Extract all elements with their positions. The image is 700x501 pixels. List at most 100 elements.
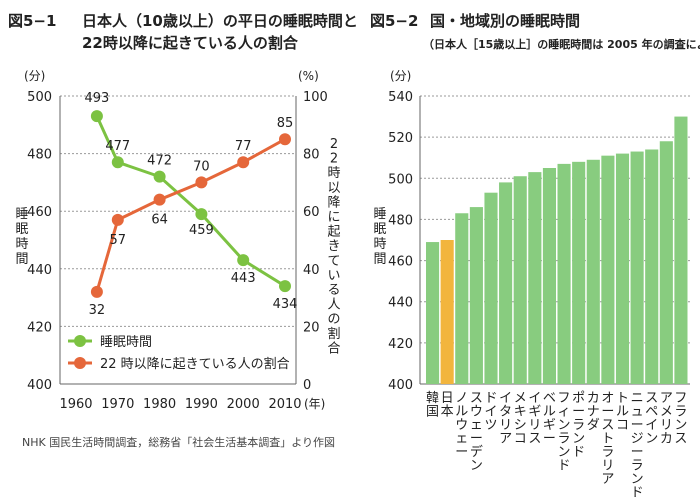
chart1-data-label-0: 434 [273, 297, 298, 312]
chart2-ytick: 520 [388, 131, 413, 146]
chart1-ytick-right: 20 [303, 320, 320, 335]
chart1-data-label-1: 85 [277, 116, 294, 131]
chart1-x-unit: (年) [304, 397, 325, 411]
chart2-category-label: アメリカ [660, 391, 673, 447]
chart2-category-label: トルコ [616, 391, 629, 433]
chart2-category-label: 韓国 [426, 391, 439, 420]
chart2-title: 国・地域別の睡眠時間 [430, 12, 580, 30]
chart2-bar [601, 155, 615, 384]
chart2-bar [659, 141, 673, 384]
chart2-category-label: イギリス [528, 391, 541, 447]
chart1-ytick-right: 100 [303, 90, 328, 105]
chart2-category-label: イタリア [499, 391, 512, 447]
chart2-bar [528, 172, 542, 384]
chart1-legend-label-1: 22 時以降に起きている人の割合 [100, 356, 290, 372]
chart2-bar [440, 240, 454, 384]
chart1-ytick-left: 400 [27, 378, 52, 393]
chart1-data-label-1: 64 [151, 213, 168, 228]
chart1-ytick-right: 0 [303, 378, 311, 393]
chart2-category-label: スペイン [645, 391, 658, 447]
chart1-figure-no: 図5−1 [8, 12, 56, 30]
chart1-point-0 [111, 156, 124, 169]
chart2-ytick: 420 [388, 337, 413, 352]
chart1-series-line-0 [95, 115, 286, 288]
chart2-bar [455, 213, 469, 384]
chart2-category-label: ドイツ [484, 391, 497, 433]
chart2-bar [484, 192, 498, 384]
chart1-data-label-1: 77 [235, 139, 252, 154]
chart1-right-unit: (%) [298, 69, 319, 83]
chart1-ytick-left: 480 [27, 148, 52, 163]
chart2-category-label: フィンランド [558, 391, 571, 474]
chart2-bar [586, 159, 600, 384]
chart1-point-0 [279, 280, 291, 293]
chart1-data-label-0: 472 [147, 154, 172, 169]
chart2-ytick: 400 [388, 378, 413, 393]
chart1-xtick: 1970 [101, 397, 134, 412]
chart1-ytick-right: 40 [303, 263, 320, 278]
chart1-point-1 [111, 213, 124, 226]
chart1-ytick-left: 440 [27, 263, 52, 278]
chart1-ytick-right: 60 [303, 205, 320, 220]
chart1-point-1 [237, 156, 250, 169]
chart2-category-label: ノルウェー [455, 391, 468, 460]
chart2-category-label: カナダ [587, 391, 600, 433]
chart1-title-line2: 22時以降に起きている人の割合 [82, 34, 299, 52]
chart2-category-label: メキシコ [514, 391, 527, 447]
chart2-subtitle: （日本人［15歳以上］の睡眠時間は 2005 年の調査による） [423, 37, 700, 51]
chart1-left-unit: (分) [24, 69, 45, 83]
chart1-legend-marker-1 [74, 357, 86, 369]
chart1-xtick: 2010 [268, 397, 301, 412]
chart1-point-0 [153, 170, 166, 183]
chart1-ylabel-left: 睡眠時間 [15, 207, 28, 267]
chart1-point-1 [153, 193, 166, 206]
chart1-data-label-0: 459 [189, 223, 214, 238]
chart2-figure-no: 図5−2 [370, 12, 418, 30]
chart2-category-label: ポーランド [572, 391, 585, 460]
chart2-ytick: 500 [388, 172, 413, 187]
chart1-xtick: 1990 [185, 397, 218, 412]
chart1-point-0 [237, 254, 250, 267]
chart1-point-1 [90, 285, 103, 298]
chart1-ytick-left: 500 [27, 90, 52, 105]
chart2-bar [513, 176, 527, 384]
chart1-xtick: 1960 [59, 397, 92, 412]
chart1-series-line-1 [95, 137, 286, 293]
chart2-category-label: ニュージーランド [631, 391, 644, 501]
chart1-ytick-left: 460 [27, 205, 52, 220]
chart1-point-0 [195, 208, 208, 221]
chart2-bar [557, 163, 571, 384]
chart2-ytick: 460 [388, 255, 413, 270]
chart1-data-label-0: 443 [231, 271, 256, 286]
chart1-legend-marker-0 [74, 335, 86, 347]
chart2-unit: (分) [390, 69, 411, 83]
chart1-point-0 [90, 110, 103, 123]
chart2-ytick: 480 [388, 213, 413, 228]
chart2-bar [572, 161, 586, 384]
chart1-legend-label-0: 睡眠時間 [100, 335, 152, 350]
chart1-xtick: 2000 [227, 397, 260, 412]
chart1-ylabel-right: 2 2 時以降に起きている人の割合 [327, 137, 340, 356]
chart1-data-label-1: 57 [110, 233, 127, 248]
chart2-bar [469, 207, 483, 384]
chart1-data-label-1: 32 [89, 303, 106, 318]
chart2-category-label: オーストラリア [601, 391, 614, 487]
chart2-ytick: 540 [388, 90, 413, 105]
chart2-bar [542, 168, 556, 384]
chart2-category-label: ベルギー [543, 391, 556, 447]
chart2-category-label: フランス [674, 391, 687, 447]
chart2-category-label: スウェーデン [470, 391, 483, 474]
chart2-bar [630, 151, 644, 384]
chart1-ytick-left: 420 [27, 320, 52, 335]
chart1-xtick: 1980 [143, 397, 176, 412]
chart2-bar [499, 182, 513, 384]
chart1-point-1 [279, 133, 291, 146]
chart2-bar [645, 149, 659, 384]
chart2-bar [426, 242, 440, 384]
chart1-data-label-0: 493 [84, 91, 109, 106]
chart2-bar [615, 153, 630, 384]
chart1-data-label-0: 477 [105, 139, 130, 154]
chart2-bar [674, 116, 688, 385]
